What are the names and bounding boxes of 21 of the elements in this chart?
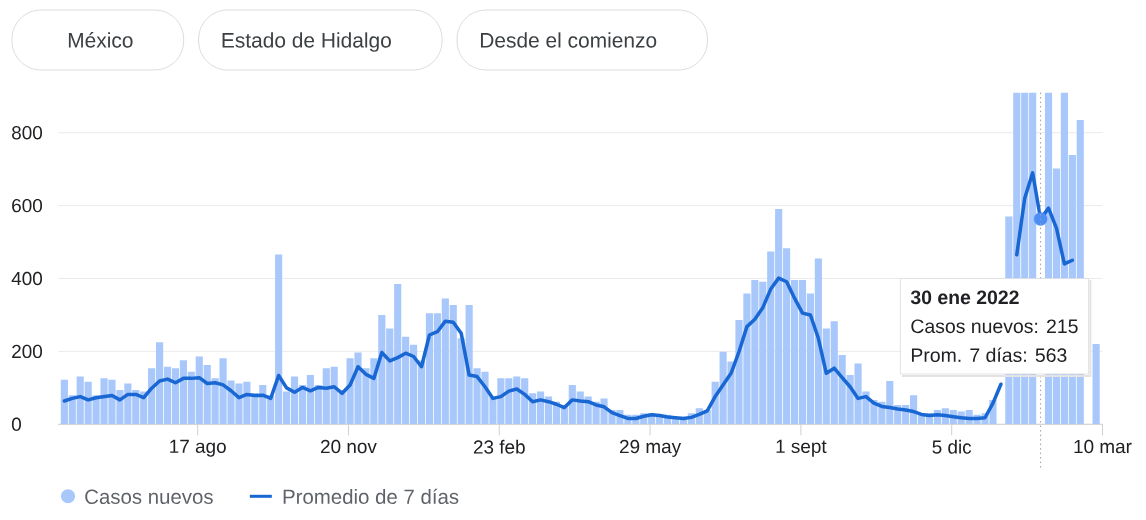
legend-label: Casos nuevos bbox=[85, 489, 213, 504]
bar bbox=[1092, 344, 1100, 425]
y-tick-label: 400 bbox=[11, 271, 43, 286]
y-tick-label: 800 bbox=[12, 126, 43, 140]
x-tick-label: 1 sept bbox=[776, 439, 827, 457]
annotation: Prom. 7 días: 563 bbox=[911, 347, 1067, 363]
x-tick-label: 29 may bbox=[620, 439, 682, 457]
x-tick-label: 17 ago bbox=[170, 439, 226, 457]
legend-label: Promedio de 7 días bbox=[283, 488, 459, 504]
y-tick-label: 200 bbox=[12, 344, 43, 359]
annotation: Casos nuevos: 215 bbox=[911, 319, 1078, 334]
x-tick-label: 10 mar bbox=[1074, 439, 1132, 454]
x-tick-label: 5 dic bbox=[932, 439, 972, 454]
y-tick-label: 0 bbox=[11, 417, 21, 431]
text: México bbox=[68, 32, 133, 48]
x-tick-label: 20 nov bbox=[321, 439, 377, 454]
text: Desde el comienzo bbox=[480, 32, 657, 48]
annotation: 30 ene 2022 bbox=[910, 290, 1019, 305]
text: Estado de Hidalgo bbox=[222, 32, 391, 52]
x-tick-label: 23 feb bbox=[473, 439, 525, 454]
y-tick-label: 600 bbox=[12, 198, 43, 213]
